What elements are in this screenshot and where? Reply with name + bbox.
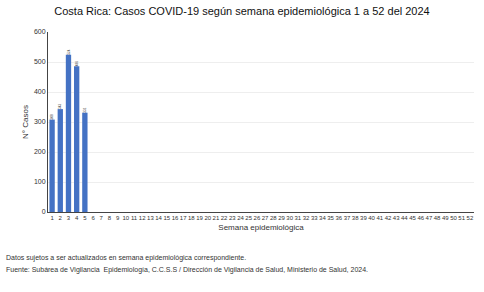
svg-text:3: 3 — [67, 215, 71, 221]
svg-text:47: 47 — [426, 215, 433, 221]
svg-text:32: 32 — [303, 215, 310, 221]
svg-text:43: 43 — [393, 215, 400, 221]
svg-text:22: 22 — [221, 215, 228, 221]
svg-text:21: 21 — [213, 215, 220, 221]
svg-text:486: 486 — [75, 61, 79, 67]
svg-text:11: 11 — [131, 215, 138, 221]
svg-text:52: 52 — [467, 215, 474, 221]
svg-text:33: 33 — [311, 215, 318, 221]
svg-text:14: 14 — [155, 215, 162, 221]
svg-text:9: 9 — [116, 215, 120, 221]
svg-text:Semana epidemiológica: Semana epidemiológica — [218, 223, 304, 232]
svg-text:25: 25 — [245, 215, 252, 221]
svg-text:4: 4 — [75, 215, 79, 221]
svg-text:36: 36 — [335, 215, 342, 221]
svg-text:30: 30 — [286, 215, 293, 221]
svg-text:16: 16 — [172, 215, 179, 221]
svg-text:343: 343 — [58, 104, 62, 109]
svg-text:Fuente: Subárea de Vigilancia: Fuente: Subárea de Vigilancia Epidemiolo… — [6, 266, 368, 274]
svg-text:18: 18 — [188, 215, 195, 221]
svg-text:38: 38 — [352, 215, 359, 221]
svg-text:46: 46 — [417, 215, 424, 221]
svg-text:40: 40 — [368, 215, 375, 221]
svg-text:37: 37 — [344, 215, 351, 221]
svg-text:600: 600 — [34, 28, 46, 35]
svg-text:34: 34 — [319, 215, 326, 221]
svg-text:24: 24 — [237, 215, 244, 221]
svg-text:500: 500 — [34, 58, 46, 65]
svg-text:41: 41 — [376, 215, 383, 221]
svg-text:45: 45 — [409, 215, 416, 221]
svg-text:300: 300 — [34, 118, 46, 125]
svg-text:Costa Rica: Casos COVID-19 seg: Costa Rica: Casos COVID-19 según semana … — [54, 5, 429, 17]
svg-text:28: 28 — [270, 215, 277, 221]
svg-text:20: 20 — [204, 215, 211, 221]
svg-text:42: 42 — [385, 215, 392, 221]
svg-text:23: 23 — [229, 215, 236, 221]
svg-text:50: 50 — [450, 215, 457, 221]
svg-text:29: 29 — [278, 215, 285, 221]
svg-text:19: 19 — [196, 215, 203, 221]
svg-text:49: 49 — [442, 215, 449, 221]
svg-text:331: 331 — [83, 107, 87, 113]
svg-text:308: 308 — [50, 114, 54, 120]
svg-text:48: 48 — [434, 215, 441, 221]
svg-text:51: 51 — [458, 215, 465, 221]
svg-text:26: 26 — [254, 215, 261, 221]
svg-text:524: 524 — [67, 49, 71, 54]
svg-text:39: 39 — [360, 215, 367, 221]
svg-text:10: 10 — [122, 215, 129, 221]
svg-text:27: 27 — [262, 215, 269, 221]
svg-text:200: 200 — [34, 148, 46, 155]
svg-text:13: 13 — [147, 215, 154, 221]
svg-text:2: 2 — [59, 215, 63, 221]
svg-text:1: 1 — [50, 215, 54, 221]
svg-text:6: 6 — [91, 215, 95, 221]
svg-text:35: 35 — [327, 215, 334, 221]
svg-text:15: 15 — [163, 215, 170, 221]
svg-text:7: 7 — [100, 215, 104, 221]
svg-text:8: 8 — [108, 215, 112, 221]
svg-text:400: 400 — [34, 88, 46, 95]
svg-text:31: 31 — [295, 215, 302, 221]
svg-text:12: 12 — [139, 215, 146, 221]
svg-text:100: 100 — [34, 178, 46, 185]
svg-text:5: 5 — [83, 215, 87, 221]
svg-text:Datos sujetos a ser actualizad: Datos sujetos a ser actualizados en sema… — [6, 254, 246, 262]
svg-text:44: 44 — [401, 215, 408, 221]
svg-text:N° Casos: N° Casos — [21, 105, 30, 139]
svg-text:17: 17 — [180, 215, 187, 221]
svg-text:0: 0 — [42, 208, 46, 215]
